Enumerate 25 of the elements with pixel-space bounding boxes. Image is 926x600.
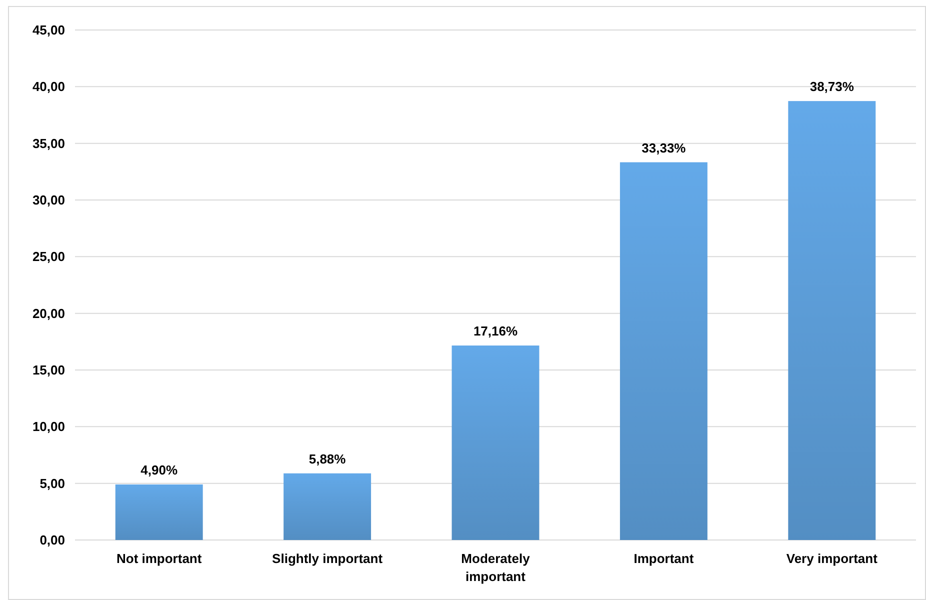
y-tick-label: 40,00 [32,79,65,94]
x-tick-label: Important [634,551,694,566]
bar [115,484,203,540]
y-tick-label: 35,00 [32,136,65,151]
x-tick-label: Moderately important [461,551,531,584]
data-label: 33,33% [642,140,686,156]
y-tick-label: 45,00 [32,22,65,38]
y-tick-label: 30,00 [32,192,65,208]
bar [788,101,876,540]
x-tick-label: Not important [116,551,202,566]
y-tick-label: 25,00 [32,249,65,264]
bar [620,162,708,540]
y-tick-label: 10,00 [32,419,65,434]
bar [452,346,540,540]
x-tick-label: Very important [786,551,878,566]
y-tick-label: 0,00 [40,532,65,548]
x-tick-label: Slightly important [272,551,384,566]
data-label: 17,16% [473,324,518,339]
data-label: 4,90% [140,462,178,478]
bar [284,473,372,540]
y-tick-label: 20,00 [32,306,65,321]
y-tick-label: 15,00 [32,362,65,378]
data-label: 38,73% [810,79,854,94]
y-tick-label: 5,00 [40,476,65,491]
data-label: 5,88% [308,451,346,466]
